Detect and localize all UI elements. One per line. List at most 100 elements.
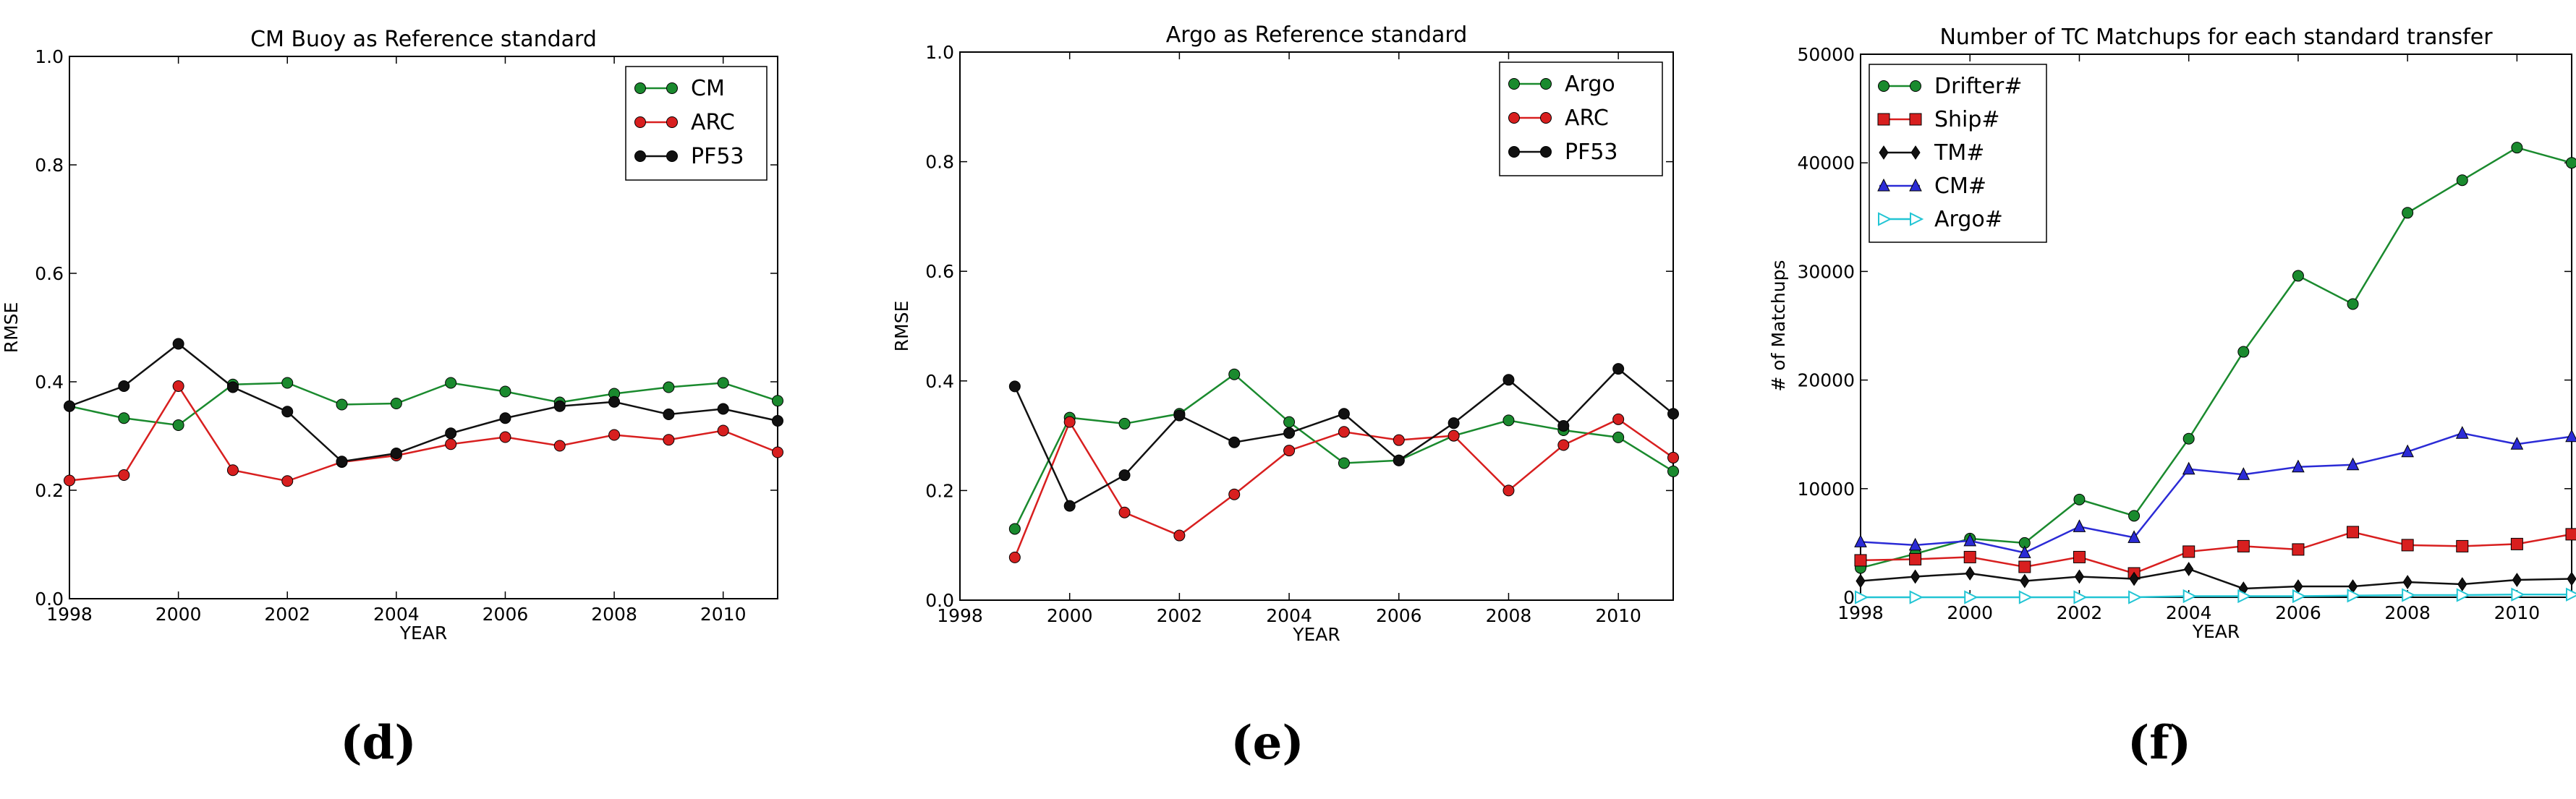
series-pf53 [64,338,783,468]
data-point [1228,368,1241,380]
legend-marker [634,116,646,128]
data-point [2184,562,2194,576]
data-point [1612,431,1625,443]
chart-title: Number of TC Matchups for each standard … [1939,25,2493,50]
data-point [1228,488,1241,500]
data-point [2018,560,2031,573]
y-axis-label: RMSE [1,302,22,354]
series-line [1861,593,2572,599]
y-tick-label: 0.6 [35,263,64,284]
x-tick-label: 2000 [156,604,202,625]
legend-label: Argo# [1934,207,2003,232]
legend-label: TM# [1934,140,1984,166]
x-tick-label: 2008 [1486,605,1532,626]
data-point [1856,573,1866,589]
x-axis-label: YEAR [1292,624,1340,645]
y-tick-label: 0.6 [925,261,954,282]
legend-marker [1878,80,1890,92]
data-point [553,440,566,452]
y-axis-label: RMSE [891,301,912,352]
data-point [1963,550,1976,563]
x-tick-label: 2008 [2384,602,2431,623]
data-point [1667,408,1679,420]
chart-title: CM Buoy as Reference standard [250,27,597,52]
series-line [1860,146,2572,569]
data-point [64,400,75,412]
legend: Drifter# Ship# TM# CM# Argo# [1869,64,2047,243]
data-point [2456,174,2468,187]
data-point [1008,523,1021,535]
data-point [2182,545,2195,558]
data-point [772,415,783,427]
x-tick-label: 2006 [1376,605,1422,626]
data-point [1283,416,1296,428]
data-point [2182,432,2195,445]
data-point [1667,465,1679,477]
data-point [1338,408,1350,420]
data-point [1338,457,1350,469]
legend-box [1499,61,1663,176]
x-tick-label: 2000 [1047,605,1093,626]
x-tick-label: 1998 [46,604,93,625]
legend-label: Drifter# [1934,74,2023,99]
legend-box [625,66,768,181]
data-point [1502,414,1515,427]
series-arc [1008,413,1679,563]
data-point [390,448,402,459]
data-point [281,377,294,389]
x-tick-label: 2002 [264,604,310,625]
data-point [1448,417,1460,430]
legend-marker [1877,178,1890,192]
data-point [1118,506,1131,518]
data-point [2565,528,2576,541]
data-point [1118,417,1131,430]
x-tick-label: 2010 [1595,605,1641,626]
data-point [2511,142,2523,154]
y-tick-label: 1.0 [35,46,64,67]
legend-box [1869,64,2047,243]
data-point [1964,590,1978,604]
legend-marker [634,150,646,162]
data-point [281,475,294,487]
data-point [1909,552,1922,565]
legend-marker [1910,212,1924,226]
data-point [118,469,130,481]
data-point [2128,590,2143,604]
x-tick-label: 2006 [483,604,529,625]
legend-marker [1910,145,1921,160]
legend-marker [1910,80,1921,92]
data-point [1612,413,1625,425]
x-tick-label: 2010 [2494,602,2541,623]
legend: CM ARC PF53 [625,66,768,181]
legend-marker [1878,212,1892,226]
data-point [553,400,566,412]
data-point [2347,298,2359,310]
series-cm [1854,426,2576,558]
legend-marker [666,150,678,162]
y-tick-label: 0.0 [925,590,954,611]
x-tick-label: 2004 [1266,605,1312,626]
y-tick-label: 0.8 [35,155,64,176]
data-point [2347,526,2360,539]
data-point [2073,493,2086,505]
legend-label: PF53 [691,144,744,169]
legend-marker [1540,78,1552,90]
legend-marker [666,82,678,94]
legend-marker [1909,178,1922,192]
data-point [499,431,511,443]
legend-label: CM [691,76,725,101]
series-line [69,384,778,482]
legend-marker [1877,113,1890,126]
data-point [1393,434,1405,446]
data-point [2292,270,2304,282]
series-tm [1856,562,2576,596]
data-point [663,434,675,446]
data-point [663,409,675,420]
x-tick-label: 2002 [2057,602,2103,623]
y-tick-label: 10000 [1797,479,1855,500]
data-point [2401,444,2414,458]
data-point [717,377,729,389]
x-axis-label: YEAR [399,623,448,644]
data-point [1854,534,1867,547]
